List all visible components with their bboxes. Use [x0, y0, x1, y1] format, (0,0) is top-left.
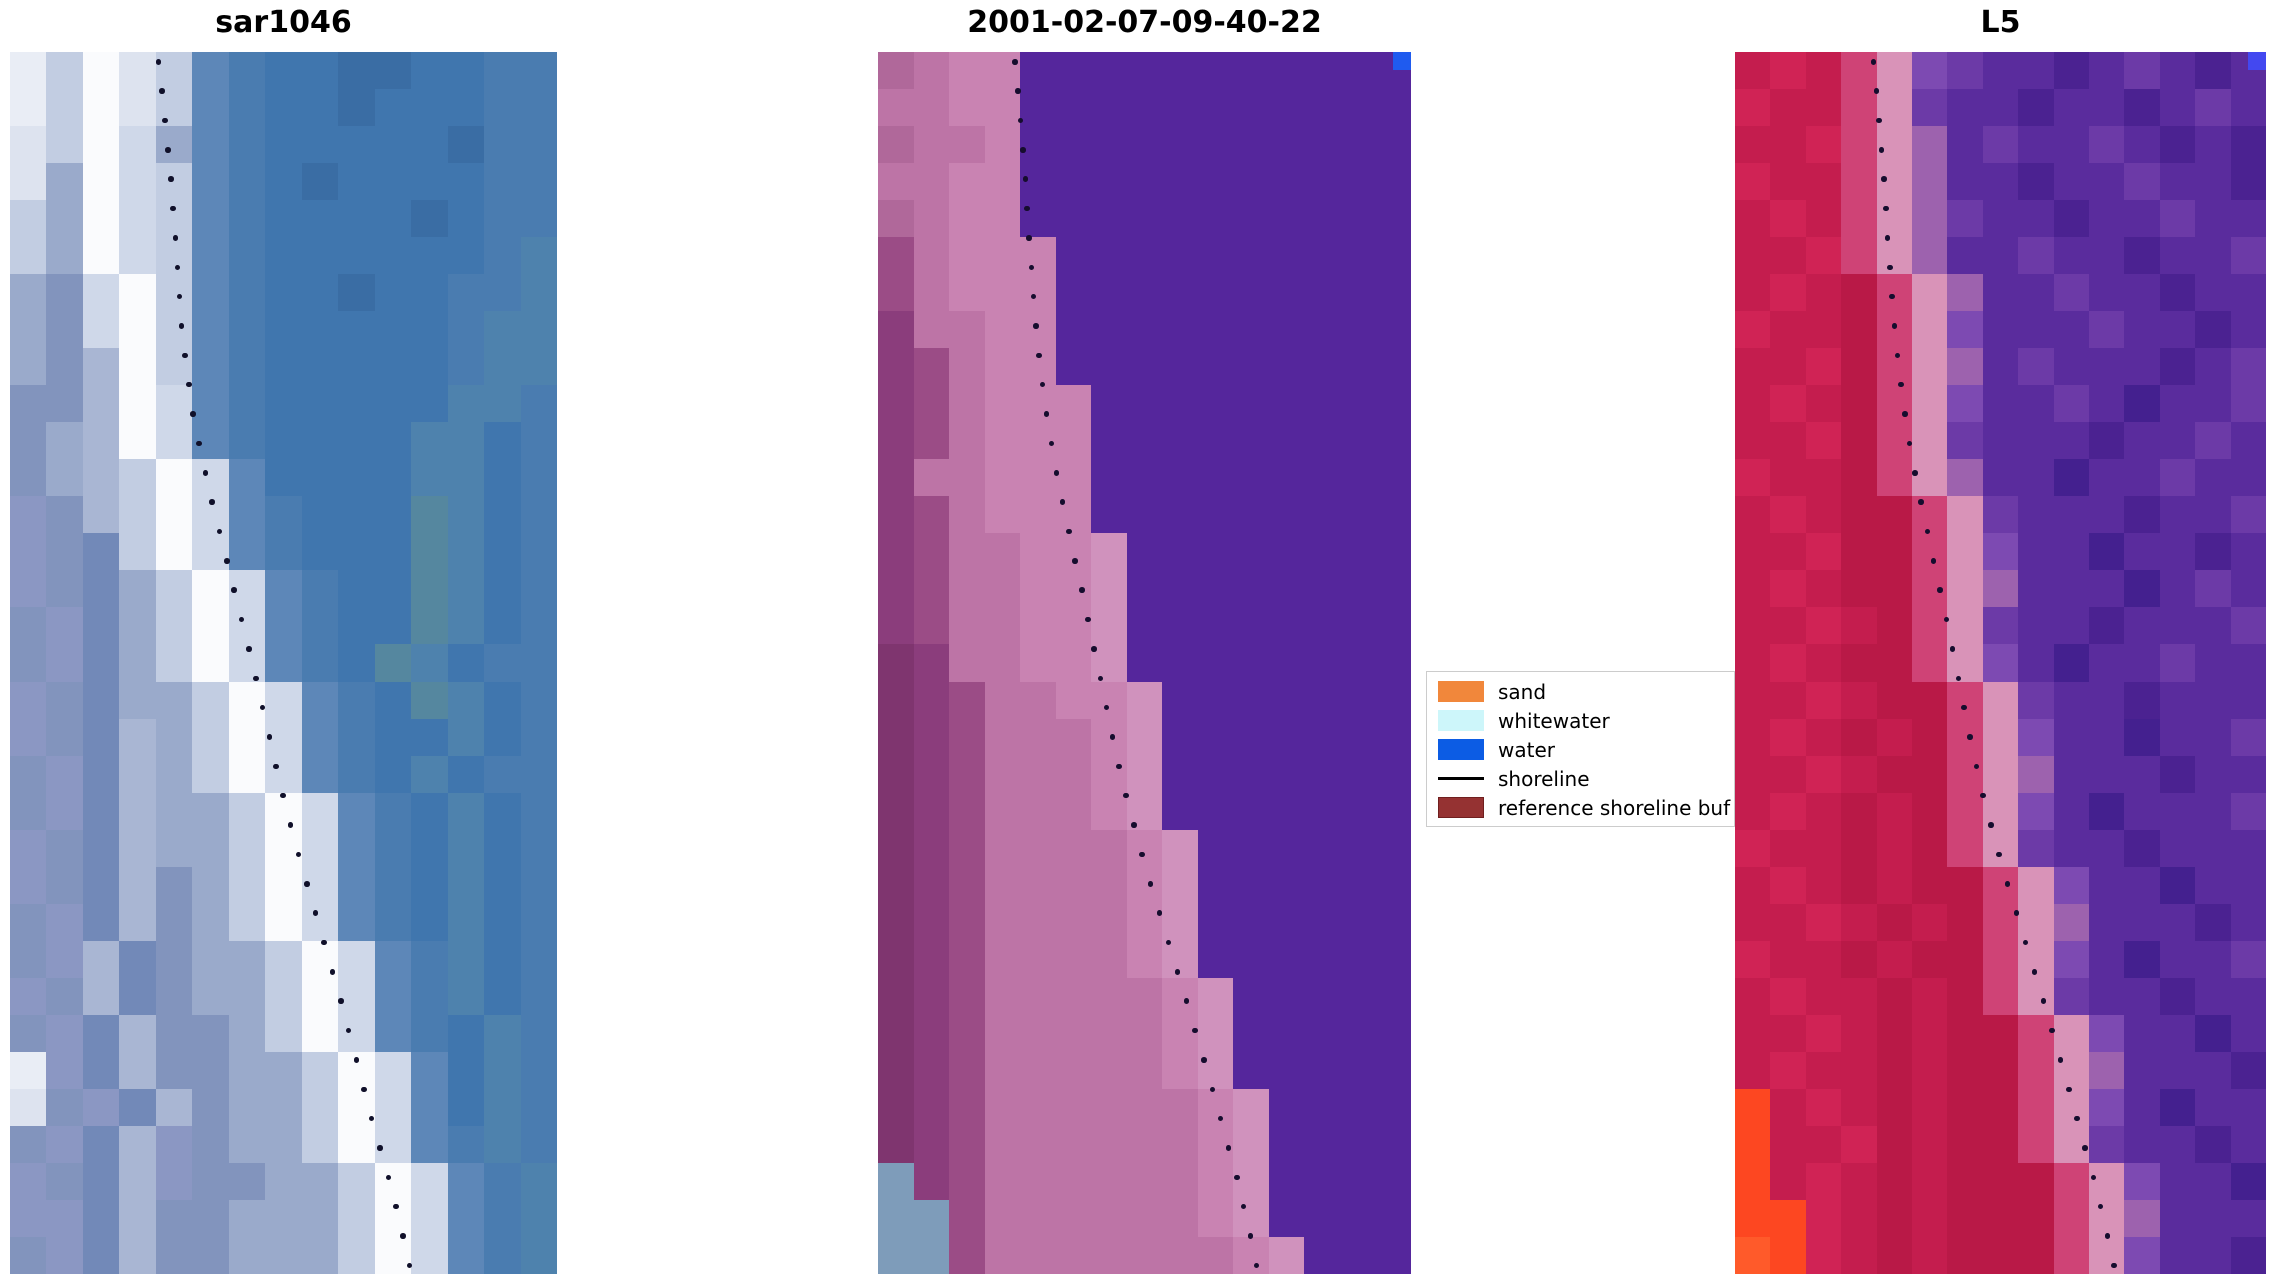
legend-label-reference-buffer: reference shoreline buf	[1498, 795, 1731, 820]
legend-label-water: water	[1498, 737, 1555, 762]
whitewater-swatch-icon	[1438, 710, 1484, 731]
legend-label-sand: sand	[1498, 679, 1547, 704]
water-swatch-icon	[1438, 739, 1484, 760]
legend-label-shoreline: shoreline	[1498, 766, 1590, 791]
shoreline-dots	[878, 52, 1411, 1274]
classified-image-grid	[878, 52, 1411, 1274]
panel-title-l5: L5	[1980, 5, 2021, 40]
legend-item-shoreline: shoreline	[1438, 764, 1734, 793]
sar-image-grid	[10, 52, 557, 1274]
shoreline-line-icon	[1438, 777, 1484, 780]
panel-title-date: 2001-02-07-09-40-22	[967, 5, 1322, 40]
shoreline-dots	[1735, 52, 2266, 1274]
legend-label-whitewater: whitewater	[1498, 708, 1610, 733]
panel-title-sar1046: sar1046	[215, 5, 352, 40]
water-pixel-patch	[1393, 52, 1411, 70]
water-pixel-patch	[2248, 52, 2266, 70]
legend-item-reference-buffer: reference shoreline buf	[1438, 793, 1734, 822]
legend: sand whitewater water shoreline referenc…	[1426, 671, 1735, 827]
panel-classified-image	[878, 52, 1411, 1274]
legend-item-water: water	[1438, 735, 1734, 764]
legend-item-whitewater: whitewater	[1438, 706, 1734, 735]
legend-item-sand: sand	[1438, 677, 1734, 706]
reference-buffer-swatch-icon	[1438, 797, 1484, 818]
panel-sar1046-image	[10, 52, 557, 1274]
panel-l5-image	[1735, 52, 2266, 1274]
shoreline-dots	[10, 52, 557, 1274]
sand-swatch-icon	[1438, 681, 1484, 702]
l5-image-grid	[1735, 52, 2266, 1274]
